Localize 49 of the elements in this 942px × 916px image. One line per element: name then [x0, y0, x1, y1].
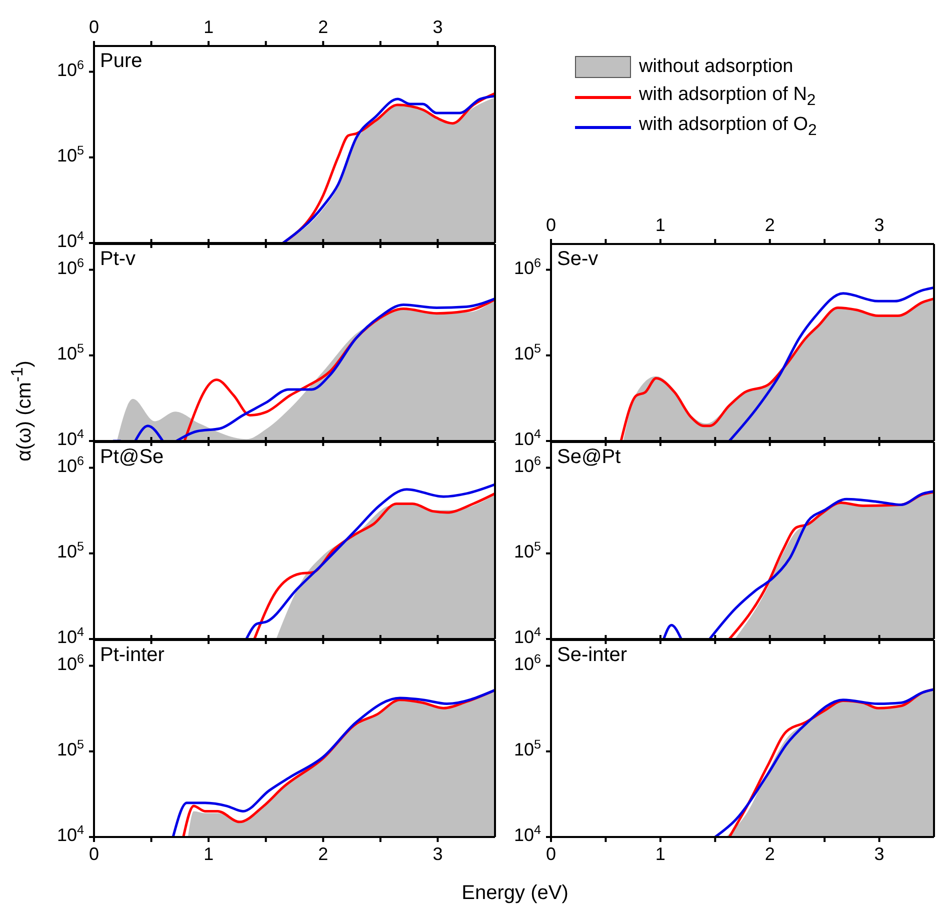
y-tick-label: 10$^{4}$ [56, 427, 84, 449]
y-tick-label: 10$^{6}$ [56, 454, 84, 476]
chart-title: Pt-inter [100, 644, 164, 667]
x2-tick-label: 3 [874, 215, 884, 235]
x2-tick-label: 2 [318, 17, 328, 37]
chart-title: Se@Pt [557, 446, 621, 469]
y-tick-label: 10$^{5}$ [56, 341, 84, 364]
legend-label: with adsorption of O$_{2}$ [639, 114, 817, 140]
line-series [728, 286, 934, 441]
y-tick-label: 10$^{4}$ [56, 823, 84, 845]
y-tick-label: 10$^{6}$ [56, 256, 84, 278]
chart-title: Pure [100, 50, 142, 73]
chart-title: Se-inter [557, 644, 628, 667]
y-tick-label: 10$^{5}$ [56, 539, 84, 562]
x-tick-label: 3 [874, 844, 884, 864]
y-tick-label: 10$^{4}$ [514, 427, 541, 449]
x-tick-label: 1 [204, 844, 214, 864]
legend-label: without adsorption [639, 56, 794, 78]
chart-title: Se-v [557, 248, 598, 271]
x2-tick-label: 1 [655, 215, 666, 235]
y-tick-label: 10$^{5}$ [56, 737, 84, 760]
x-tick-label: 0 [546, 844, 556, 864]
y-tick-label: 10$^{5}$ [514, 341, 541, 364]
x2-tick-label: 3 [432, 17, 443, 37]
y-tick-label: 10$^{6}$ [514, 256, 541, 278]
x-tick-label: 3 [432, 844, 443, 864]
x-axis-title: Energy (eV) [460, 882, 570, 905]
y-tick-label: 10$^{6}$ [514, 652, 541, 674]
y-tick-label: 10$^{6}$ [56, 652, 84, 674]
chart-title: Pt-v [100, 248, 136, 271]
y-tick-label: 10$^{4}$ [56, 625, 84, 647]
x-tick-label: 1 [655, 844, 666, 864]
y-tick-label: 10$^{5}$ [56, 143, 84, 166]
x2-tick-label: 1 [204, 17, 214, 37]
y-tick-label: 10$^{4}$ [56, 229, 84, 251]
x-tick-label: 0 [88, 844, 100, 864]
y-tick-label: 10$^{5}$ [514, 737, 541, 760]
x-tick-label: 2 [318, 844, 328, 864]
y-tick-label: 10$^{4}$ [514, 625, 541, 647]
x2-tick-label: 0 [88, 17, 100, 37]
y-tick-label: 10$^{6}$ [56, 58, 84, 80]
y-tick-label: 10$^{4}$ [514, 823, 541, 845]
x2-tick-label: 0 [546, 215, 556, 235]
y-tick-label: 10$^{5}$ [514, 539, 541, 562]
y-tick-label: 10$^{6}$ [514, 454, 541, 476]
x-tick-label: 2 [764, 844, 775, 864]
chart-title: Pt@Se [100, 446, 164, 469]
legend-label: with adsorption of N$_{2}$ [639, 84, 816, 110]
x2-tick-label: 2 [764, 215, 775, 235]
